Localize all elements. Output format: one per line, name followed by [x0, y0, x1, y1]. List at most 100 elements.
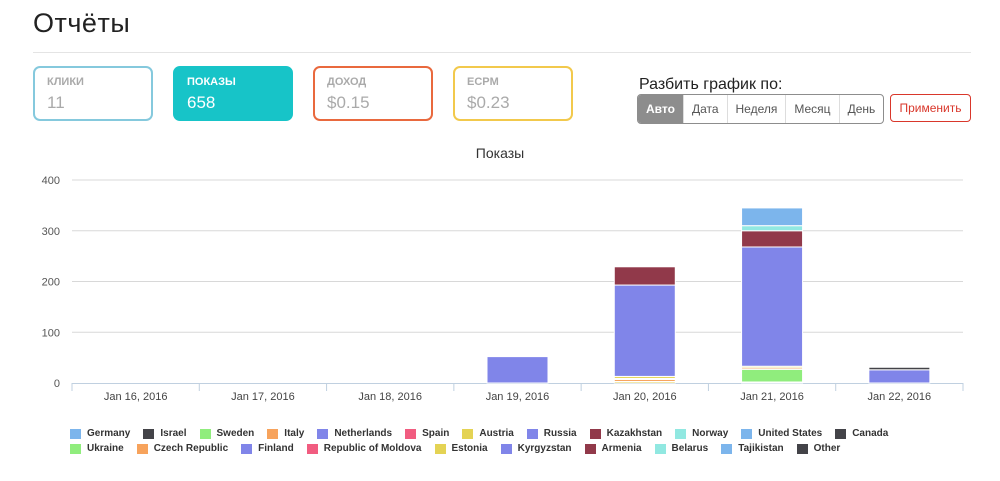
clicks-card-value: 11 [47, 93, 65, 112]
legend-swatch [796, 443, 808, 454]
y-tick-label: 0 [54, 378, 60, 390]
ecpm-card[interactable]: ECPM $0.23 [453, 66, 573, 121]
legend-item[interactable]: Kazakhstan [589, 428, 663, 439]
legend-swatch [675, 428, 687, 439]
legend-swatch [654, 443, 666, 454]
legend-label: Spain [422, 428, 450, 439]
legend-item[interactable]: Other [796, 443, 841, 454]
chart-title: Показы [475, 145, 525, 161]
legend-item[interactable]: Estonia [434, 443, 488, 454]
clicks-card-label: КЛИКИ [47, 76, 84, 88]
legend-item[interactable]: United States [741, 428, 822, 439]
legend-swatch [584, 443, 596, 454]
bar-segment [868, 366, 931, 371]
legend-item[interactable]: Armenia [584, 443, 642, 454]
income-card-value: $0.15 [327, 93, 370, 112]
split-option-auto[interactable]: Авто [638, 95, 684, 123]
impressions-card[interactable]: ПОКАЗЫ 658 [173, 66, 293, 121]
legend-item[interactable]: Spain [405, 428, 449, 439]
split-option-month[interactable]: Месяц [786, 95, 840, 123]
legend-label: Estonia [451, 443, 488, 454]
legend-swatch [70, 428, 81, 439]
legend-swatch [721, 443, 733, 454]
legend-item[interactable]: Israel [143, 428, 187, 439]
clicks-card[interactable]: КЛИКИ 11 [33, 66, 153, 121]
split-option-date[interactable]: Дата [684, 95, 728, 123]
legend-label: Russia [543, 428, 577, 439]
legend-swatch [306, 443, 318, 454]
legend-item[interactable]: Italy [267, 428, 304, 439]
legend-swatch [462, 428, 474, 439]
income-card[interactable]: ДОХОД $0.15 [313, 66, 433, 121]
legend-label: Norway [692, 428, 729, 439]
bar-segment [741, 225, 804, 232]
y-tick-label: 100 [42, 327, 60, 339]
legend-label: Tajikistan [738, 443, 784, 454]
legend-swatch [434, 443, 446, 454]
ecpm-card-value: $0.23 [467, 93, 510, 112]
legend-label: Italy [284, 428, 305, 439]
x-tick-label: Jan 19, 2016 [486, 391, 550, 403]
legend-swatch [405, 428, 417, 439]
title-divider [33, 52, 971, 53]
bar-segment [741, 207, 804, 227]
legend-label: Kazakhstan [606, 428, 663, 439]
split-option-week[interactable]: Неделя [728, 95, 787, 123]
x-tick-label: Jan 16, 2016 [104, 391, 168, 403]
legend-swatch [136, 443, 148, 454]
split-by-label: Разбить график по: [639, 76, 783, 93]
legend-item[interactable]: Finland [241, 443, 294, 454]
legend-label: Canada [852, 428, 889, 439]
legend-label: Other [813, 443, 841, 454]
legend-label: Germany [87, 428, 131, 439]
legend-label: Kyrgyzstan [517, 443, 572, 454]
legend-row: Germany Israel Sweden Italy Netherlands Spain… [70, 426, 970, 441]
impressions-card-label: ПОКАЗЫ [187, 76, 236, 88]
chart-legend: Germany Israel Sweden Italy Netherlands Spain… [70, 426, 970, 456]
legend-swatch [317, 428, 329, 439]
split-option-day[interactable]: День [847, 102, 876, 116]
impressions-card-value: 658 [187, 93, 216, 112]
x-tick-label: Jan 20, 2016 [613, 391, 677, 403]
legend-swatch [741, 428, 753, 439]
legend-label: Israel [160, 428, 187, 439]
page-title: Отчёты [33, 8, 131, 38]
legend-swatch [500, 443, 512, 454]
legend-swatch [143, 428, 155, 439]
bar-segment [613, 284, 676, 377]
bar-segment [486, 356, 549, 384]
legend-item[interactable]: Ukraine [70, 443, 124, 454]
legend-item[interactable]: Republic of Moldova [306, 443, 422, 454]
legend-item[interactable]: Sweden [199, 428, 254, 439]
legend-item[interactable]: Netherlands [317, 428, 392, 439]
ecpm-card-label: ECPM [467, 76, 499, 88]
legend-swatch [70, 443, 81, 454]
legend-item[interactable]: Kyrgyzstan [500, 443, 572, 454]
legend-item[interactable]: Canada [835, 428, 888, 439]
legend-row: Ukraine Czech Republic Finland Republic of … [70, 441, 970, 456]
legend-label: Austria [479, 428, 514, 439]
bar-segment [868, 369, 931, 384]
bar-segment [613, 266, 676, 286]
legend-item[interactable]: Germany [70, 428, 130, 439]
legend-swatch [526, 428, 538, 439]
legend-item[interactable]: Czech Republic [136, 443, 229, 454]
apply-button[interactable]: Применить [890, 94, 971, 122]
bar-segment [741, 230, 804, 248]
legend-swatch [835, 428, 847, 439]
bar-segment [741, 246, 804, 367]
legend-label: Belarus [671, 443, 709, 454]
legend-item[interactable]: Belarus [654, 443, 709, 454]
legend-label: Netherlands [334, 428, 393, 439]
legend-item[interactable]: Russia [526, 428, 577, 439]
legend-label: Czech Republic [153, 443, 229, 454]
legend-label: Republic of Moldova [323, 443, 422, 454]
legend-item[interactable]: Austria [462, 428, 514, 439]
legend-label: Armenia [601, 443, 642, 454]
bar-segment [741, 368, 804, 383]
legend-item[interactable]: Tajikistan [721, 443, 784, 454]
legend-item[interactable]: Norway [675, 428, 728, 439]
y-tick-label: 300 [42, 226, 60, 238]
legend-swatch [589, 428, 601, 439]
